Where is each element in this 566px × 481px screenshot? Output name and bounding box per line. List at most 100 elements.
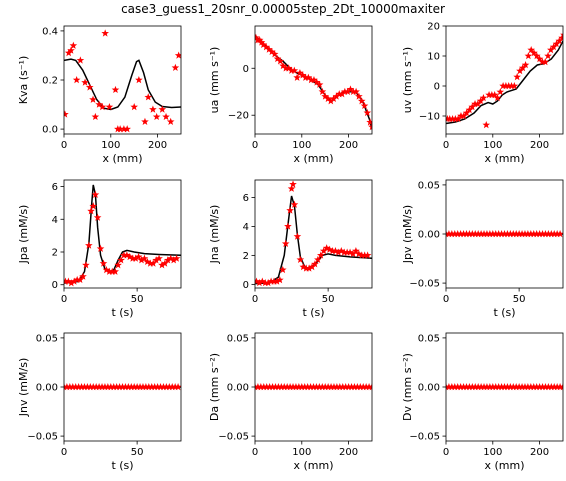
data-point-star (468, 383, 477, 391)
data-point-star (346, 248, 354, 256)
data-point-star (95, 383, 103, 391)
data-point-star (521, 230, 529, 238)
plot-area (446, 33, 563, 129)
data-point-star (325, 245, 334, 253)
y-tick-label: −0.05 (409, 432, 440, 443)
x-tick-label: 50 (131, 294, 144, 305)
data-point-star (74, 383, 83, 391)
data-point-star (81, 78, 89, 86)
data-point-star (273, 54, 282, 63)
data-point-star (64, 110, 69, 118)
data-point-star (131, 254, 140, 262)
data-point-star (73, 275, 81, 284)
data-point-star (268, 47, 276, 56)
y-tick-label: 6 (243, 193, 249, 204)
data-point-star (270, 50, 279, 58)
data-point-star (509, 383, 518, 391)
data-point-star (143, 257, 152, 266)
data-point-star (321, 383, 329, 391)
data-point-star (337, 247, 346, 255)
data-point-star (336, 383, 344, 391)
data-point-star (497, 383, 506, 391)
data-point-star (287, 184, 296, 192)
data-point-star (89, 95, 97, 103)
x-tick-label: 0 (252, 294, 258, 305)
data-point-star (322, 244, 331, 252)
data-point-star (261, 278, 270, 287)
subplot-8: 0 100 200 −0.05 0.00 0.05 x (mm) Da (mm s⁻²) (208, 332, 373, 472)
x-tick-label: 100 (483, 447, 502, 458)
data-point-star (171, 383, 179, 391)
x-tick-label: 0 (252, 140, 258, 151)
x-tick-label: 200 (339, 447, 358, 458)
y-tick-label: 4 (243, 222, 249, 233)
y-tick-label: 6 (52, 182, 58, 193)
data-point-star (327, 97, 335, 105)
data-point-star (279, 61, 287, 70)
data-point-star (494, 383, 503, 391)
data-point-star (559, 383, 563, 391)
data-point-star (474, 230, 482, 238)
y-axis-label: Jna (mM/s) (208, 205, 221, 265)
data-point-star (538, 383, 547, 391)
data-point-star (112, 383, 121, 391)
data-point-star (299, 262, 308, 271)
figure-title: case3_guess1_20snr_0.00005step_2Dt_10000… (121, 2, 445, 16)
data-point-star (331, 247, 340, 255)
y-tick-label: −10 (419, 112, 440, 123)
data-point-star (338, 90, 346, 98)
data-point-star (488, 91, 496, 99)
x-tick-label: 0 (443, 294, 449, 305)
data-point-star (503, 230, 512, 238)
data-point-star (366, 118, 372, 126)
y-tick-label: 0 (243, 280, 249, 291)
data-point-star (310, 76, 318, 84)
data-point-star (274, 383, 283, 391)
data-point-star (276, 57, 285, 65)
data-point-star (344, 383, 353, 391)
data-point-star (292, 383, 300, 391)
x-tick-label: 0 (252, 447, 258, 458)
data-point-star (96, 244, 105, 252)
data-point-star (556, 230, 563, 238)
data-point-star (471, 383, 480, 391)
data-point-star (476, 97, 485, 105)
data-point-star (491, 230, 500, 238)
data-point-star (298, 71, 307, 79)
data-point-star (72, 76, 81, 84)
data-point-star (318, 87, 327, 95)
data-point-star (126, 252, 134, 261)
data-point-star (506, 230, 515, 238)
x-tick-label: 200 (339, 140, 358, 151)
data-point-star (480, 383, 488, 391)
data-point-star (474, 100, 482, 108)
data-point-star (468, 230, 477, 238)
data-point-star (262, 43, 271, 51)
data-point-star (120, 251, 128, 259)
plot-area (446, 230, 563, 238)
plot-area (64, 184, 181, 287)
data-point-star (147, 383, 156, 391)
subplot-4: 0 50 0 2 4 6 t (s) Jpa (mM/s) (17, 179, 182, 319)
data-point-star (293, 73, 301, 81)
data-point-star (307, 76, 315, 84)
data-point-star (259, 40, 268, 49)
x-tick-label: 0 (443, 447, 449, 458)
data-point-star (549, 43, 558, 51)
subplot-9: 0 100 200 −0.05 0.00 0.05 x (mm) Dv (mm s⁻²) (401, 332, 564, 472)
data-point-star (265, 383, 274, 391)
data-point-star (315, 80, 324, 88)
data-point-star (290, 200, 299, 208)
data-point-star (327, 383, 335, 391)
data-point-star (295, 383, 303, 391)
data-point-star (264, 278, 272, 287)
axes-frame (445, 25, 564, 135)
data-point-star (305, 264, 313, 272)
data-point-star (69, 41, 78, 49)
x-tick-label: 200 (530, 140, 549, 151)
data-point-star (162, 112, 170, 121)
data-point-star (165, 383, 174, 391)
y-tick-label: 0.2 (42, 76, 58, 87)
data-point-star (271, 383, 280, 391)
data-point-star (462, 383, 471, 391)
